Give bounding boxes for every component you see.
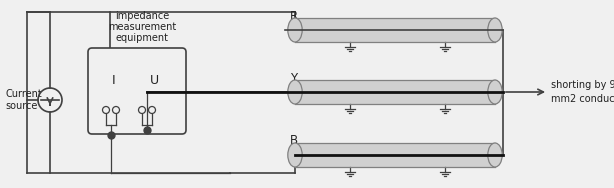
Text: mm2 conductor: mm2 conductor — [551, 94, 614, 104]
Ellipse shape — [488, 143, 502, 167]
Text: B: B — [290, 134, 298, 148]
Text: source: source — [5, 101, 37, 111]
Ellipse shape — [488, 80, 502, 104]
Text: equipment: equipment — [115, 33, 168, 43]
Bar — [295, 143, 495, 167]
Bar — [295, 80, 495, 104]
Bar — [295, 18, 495, 42]
Text: shorting by 95: shorting by 95 — [551, 80, 614, 90]
Text: R: R — [290, 10, 298, 23]
FancyBboxPatch shape — [88, 48, 186, 134]
Ellipse shape — [288, 143, 302, 167]
Ellipse shape — [288, 18, 302, 42]
Ellipse shape — [288, 80, 302, 104]
Text: impedance: impedance — [115, 11, 169, 21]
Text: I: I — [112, 74, 116, 86]
Text: measurement: measurement — [108, 22, 176, 32]
Text: Current: Current — [5, 89, 42, 99]
Ellipse shape — [488, 18, 502, 42]
Text: U: U — [149, 74, 158, 86]
Text: Y: Y — [290, 71, 297, 84]
